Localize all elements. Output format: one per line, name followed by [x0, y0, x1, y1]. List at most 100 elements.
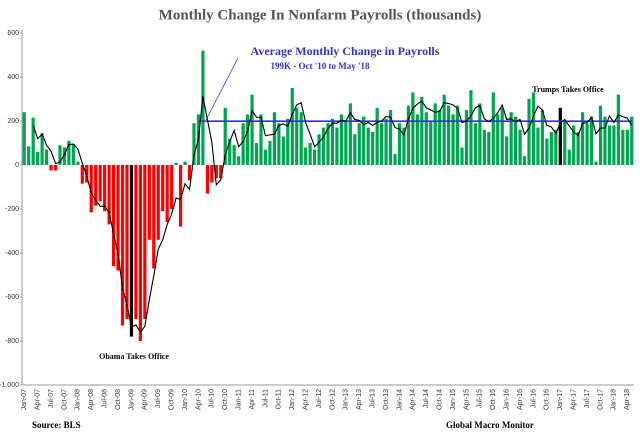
bar — [505, 136, 509, 165]
bar — [129, 165, 134, 337]
bar — [89, 165, 93, 213]
credit-note: Global Macro Monitor — [446, 420, 534, 430]
bar — [98, 165, 102, 202]
bar — [330, 118, 335, 165]
x-tick-label: Jul-15 — [477, 389, 484, 408]
bar — [161, 165, 165, 212]
bar — [174, 162, 178, 165]
bar — [630, 116, 634, 165]
bar — [80, 165, 84, 184]
bar — [522, 156, 527, 165]
bar — [201, 50, 205, 165]
bar — [138, 165, 142, 341]
y-tick-label: 600 — [7, 30, 19, 37]
bar — [250, 94, 254, 165]
annotation: Obama Takes Office — [99, 352, 169, 361]
x-tick-label: Apr-08 — [88, 389, 95, 410]
annotation-pointer — [205, 57, 239, 121]
chart-title: Monthly Change In Nonfarm Payrolls (thou… — [159, 7, 482, 23]
x-tick-label: Oct-15 — [490, 389, 497, 410]
x-tick-label: Jan-16 — [504, 389, 511, 411]
bar — [125, 165, 129, 319]
bar — [563, 121, 567, 165]
y-tick-label: -200 — [5, 206, 19, 213]
x-tick-label: Apr-12 — [303, 389, 310, 410]
x-tick-label: Apr-15 — [463, 389, 470, 410]
x-tick-label: Apr-18 — [624, 389, 631, 410]
bar — [415, 114, 419, 165]
bar — [572, 125, 576, 165]
x-tick-label: Oct-07 — [61, 389, 68, 410]
bar — [312, 149, 317, 165]
bar — [447, 105, 451, 165]
bar — [496, 114, 500, 165]
bar — [388, 110, 393, 165]
bar — [576, 132, 580, 165]
x-tick-label: Jul-13 — [370, 389, 377, 408]
x-tick-label: Apr-11 — [249, 389, 256, 410]
x-tick-label: Jul-16 — [530, 389, 537, 408]
bar — [500, 107, 504, 165]
bar — [107, 165, 111, 225]
bar — [241, 123, 245, 165]
bar — [286, 118, 290, 165]
bar — [214, 165, 218, 179]
bar — [299, 112, 303, 165]
bar — [31, 117, 35, 165]
x-tick-label: Apr-17 — [571, 389, 578, 410]
bar — [263, 149, 268, 165]
bar — [514, 116, 518, 165]
bar — [491, 92, 495, 165]
annotation: Trumps Takes Office — [532, 85, 604, 94]
bar — [375, 107, 379, 165]
bar — [567, 149, 571, 165]
x-tick-label: Jul-08 — [101, 389, 108, 408]
bar — [487, 132, 491, 165]
bar — [304, 147, 308, 165]
bar — [36, 151, 40, 165]
bar — [277, 123, 281, 165]
bar — [406, 105, 411, 165]
bar — [326, 123, 330, 165]
bar — [317, 134, 321, 165]
bar — [469, 90, 473, 165]
bar — [509, 112, 513, 165]
bar — [134, 165, 138, 319]
bar — [366, 127, 370, 165]
bar — [183, 161, 187, 165]
x-tick-label: Jul-09 — [155, 389, 162, 408]
bar — [147, 165, 151, 240]
bar — [205, 165, 209, 194]
x-tick-label: Jan-13 — [343, 389, 350, 411]
x-tick-label: Jan-14 — [396, 389, 403, 411]
bar — [594, 161, 598, 165]
bar — [420, 96, 424, 165]
bar — [625, 129, 629, 165]
x-tick-label: Oct-11 — [276, 389, 283, 410]
bar — [527, 99, 531, 165]
bar — [344, 121, 348, 165]
bar — [152, 165, 156, 269]
x-tick-label: Jan-18 — [611, 389, 618, 411]
bar — [339, 114, 344, 165]
bar — [111, 165, 116, 267]
x-tick-label: Oct-12 — [329, 389, 336, 410]
bar — [272, 112, 277, 165]
x-tick-label: Jul-11 — [262, 389, 269, 408]
bar — [464, 110, 469, 165]
y-tick-label: -400 — [5, 250, 19, 257]
bar — [433, 103, 437, 165]
bar — [612, 125, 616, 165]
bar — [424, 112, 428, 165]
bar — [460, 147, 464, 165]
bar — [53, 165, 58, 171]
bar — [442, 94, 446, 165]
bar — [554, 129, 558, 165]
x-tick-label: Apr-14 — [410, 389, 417, 410]
bar — [607, 125, 612, 165]
bar — [103, 165, 107, 212]
bar — [379, 123, 384, 165]
bar — [616, 94, 620, 165]
bar — [353, 134, 357, 165]
x-tick-label: Oct-13 — [383, 389, 390, 410]
